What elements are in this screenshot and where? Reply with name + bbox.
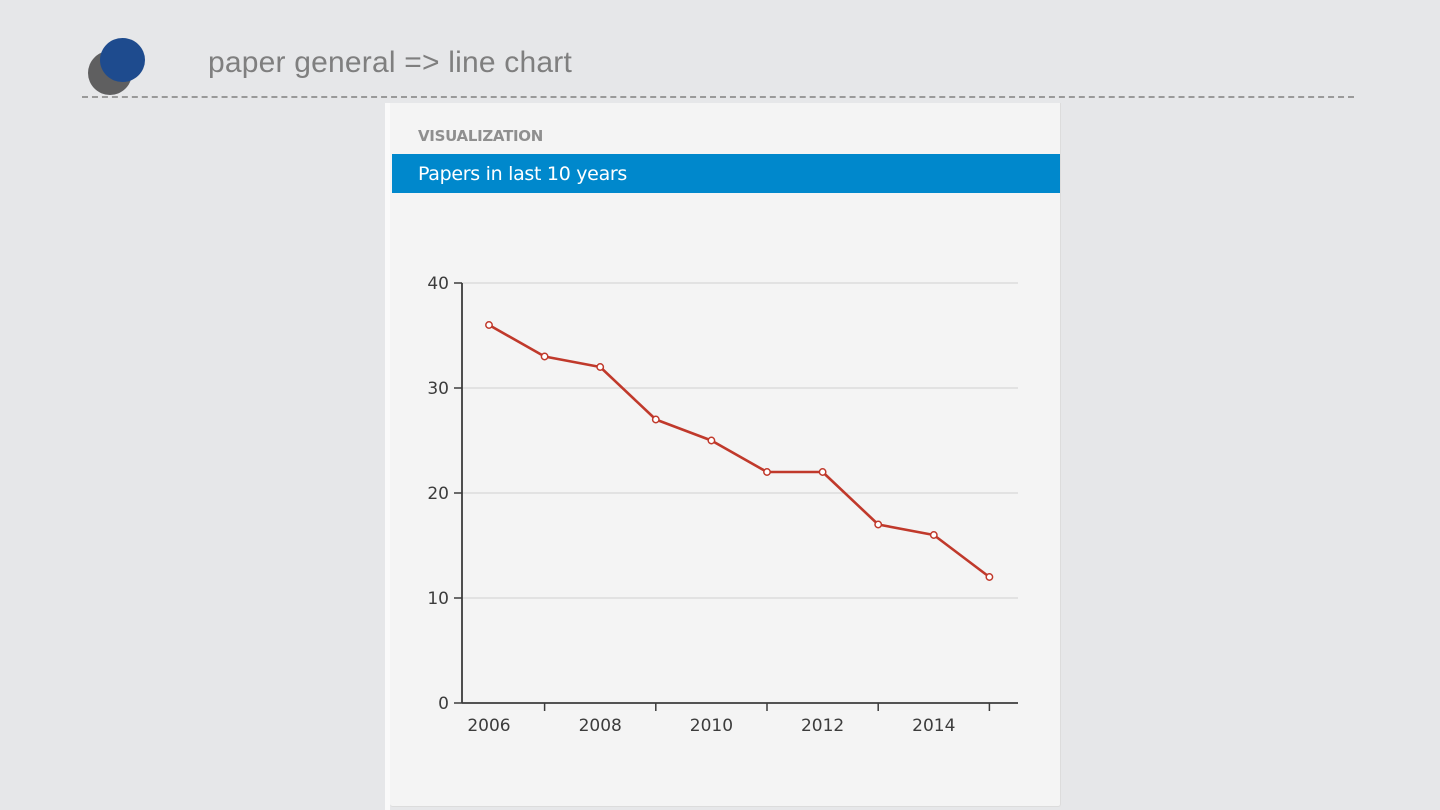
y-tick-label: 20 <box>427 484 449 504</box>
chart-title: Papers in last 10 years <box>418 163 628 185</box>
x-tick-label: 2012 <box>801 716 844 736</box>
data-point <box>596 363 605 371</box>
y-tick-label: 30 <box>427 379 449 399</box>
data-point <box>651 415 660 424</box>
card-edge <box>385 103 390 810</box>
visualization-card: VISUALIZATION Papers in last 10 years <box>390 103 1061 807</box>
series-line <box>488 323 991 579</box>
data-point <box>707 436 716 445</box>
data-point <box>540 352 549 361</box>
series-group <box>485 321 994 581</box>
data-point <box>763 468 771 476</box>
x-tick-label: 2006 <box>467 716 510 736</box>
chart-title-bar: Papers in last 10 years <box>392 154 1060 193</box>
y-tick-label: 0 <box>438 694 449 714</box>
grid-lines <box>462 282 1018 599</box>
y-tick-label: 40 <box>427 274 449 294</box>
data-point <box>818 468 827 476</box>
x-tick-label: 2010 <box>690 716 733 736</box>
y-axis-ticks: 0 10 20 30 40 <box>427 274 462 714</box>
page-title: paper general => line chart <box>208 46 572 79</box>
section-label: VISUALIZATION <box>418 127 543 145</box>
header-divider <box>82 96 1354 98</box>
logo-circle-blue <box>100 38 145 82</box>
data-point <box>929 531 938 539</box>
x-axis-ticks: 2006 2008 2010 2012 2014 <box>467 703 991 736</box>
x-tick-label: 2008 <box>579 716 622 736</box>
data-point <box>485 321 493 329</box>
x-tick-label: 2014 <box>912 716 955 736</box>
data-point <box>874 520 883 529</box>
data-point <box>985 573 994 581</box>
y-tick-label: 10 <box>427 589 449 609</box>
logo-icon <box>86 37 148 97</box>
